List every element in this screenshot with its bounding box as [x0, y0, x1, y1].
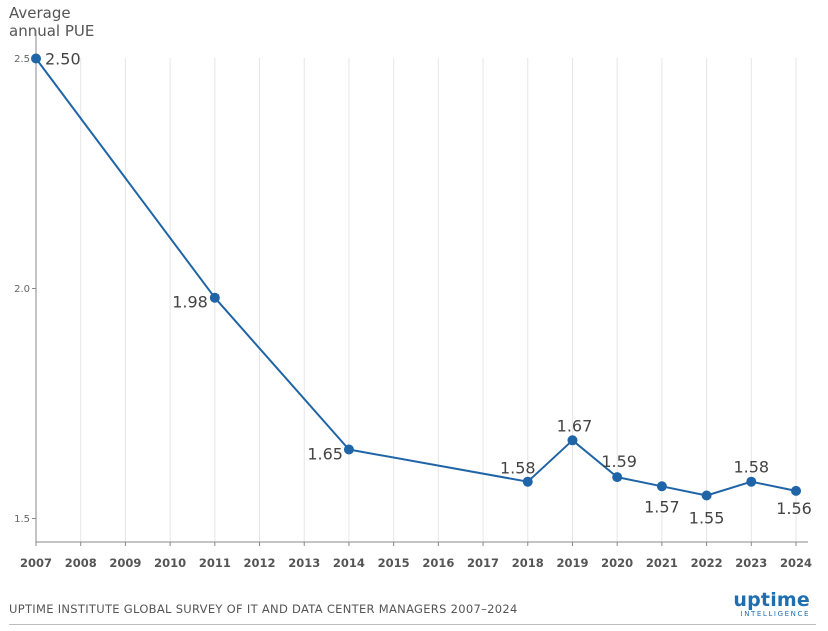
source-note: UPTIME INSTITUTE GLOBAL SURVEY OF IT AND… [9, 602, 518, 616]
x-tick-label-2023: 2023 [735, 556, 767, 570]
data-label-2018: 1.58 [500, 459, 536, 478]
data-point-2022 [701, 490, 712, 501]
uptime-intelligence-logo: uptime INTELLIGENCE [733, 590, 810, 619]
data-label-2014: 1.65 [307, 445, 343, 464]
data-point-2014 [343, 444, 354, 455]
x-tick-label-2010: 2010 [154, 556, 186, 570]
y-tick-label-1.5: 1.5 [14, 514, 30, 525]
y-axis-title-line-1: Average [9, 4, 71, 22]
logo-wordmark: uptime [733, 589, 810, 611]
data-point-2019 [567, 435, 578, 446]
data-label-2021: 1.57 [644, 497, 680, 516]
data-point-2021 [656, 481, 667, 492]
data-label-2011: 1.98 [172, 293, 208, 312]
data-label-2022: 1.55 [689, 509, 725, 528]
x-tick-label-2013: 2013 [288, 556, 320, 570]
x-tick-label-2024: 2024 [780, 556, 812, 570]
x-tick-label-2021: 2021 [646, 556, 678, 570]
x-tick-label-2014: 2014 [333, 556, 365, 570]
x-tick-label-2008: 2008 [65, 556, 97, 570]
y-tick-label-2.5: 2.5 [14, 54, 30, 65]
x-tick-label-2020: 2020 [601, 556, 633, 570]
x-tick-label-2016: 2016 [422, 556, 454, 570]
x-tick-label-2007: 2007 [20, 556, 52, 570]
data-point-2007 [31, 53, 41, 64]
data-label-2020: 1.59 [601, 452, 637, 471]
footer-divider [9, 624, 816, 625]
y-axis-title: Average annual PUE [9, 4, 94, 40]
x-tick-label-2015: 2015 [378, 556, 410, 570]
x-tick-label-2022: 2022 [691, 556, 723, 570]
x-tick-label-2011: 2011 [199, 556, 231, 570]
data-point-2018 [522, 476, 533, 487]
data-label-2023: 1.58 [733, 458, 769, 477]
data-label-2019: 1.67 [557, 416, 593, 435]
x-tick-label-2019: 2019 [556, 556, 588, 570]
y-tick-label-2.0: 2.0 [14, 284, 30, 295]
data-point-2024 [791, 485, 801, 496]
logo-subtitle: INTELLIGENCE [740, 610, 810, 618]
data-label-2024: 1.56 [776, 499, 812, 518]
x-tick-label-2017: 2017 [467, 556, 499, 570]
data-label-2007: 2.50 [45, 50, 81, 69]
x-tick-label-2012: 2012 [244, 556, 276, 570]
data-point-2020 [612, 472, 623, 483]
x-tick-label-2009: 2009 [109, 556, 141, 570]
data-point-2023 [746, 476, 757, 487]
x-tick-label-2018: 2018 [512, 556, 544, 570]
data-point-2011 [209, 292, 220, 303]
y-axis-title-line-2: annual PUE [9, 22, 95, 40]
series-line-pue [35, 57, 797, 497]
